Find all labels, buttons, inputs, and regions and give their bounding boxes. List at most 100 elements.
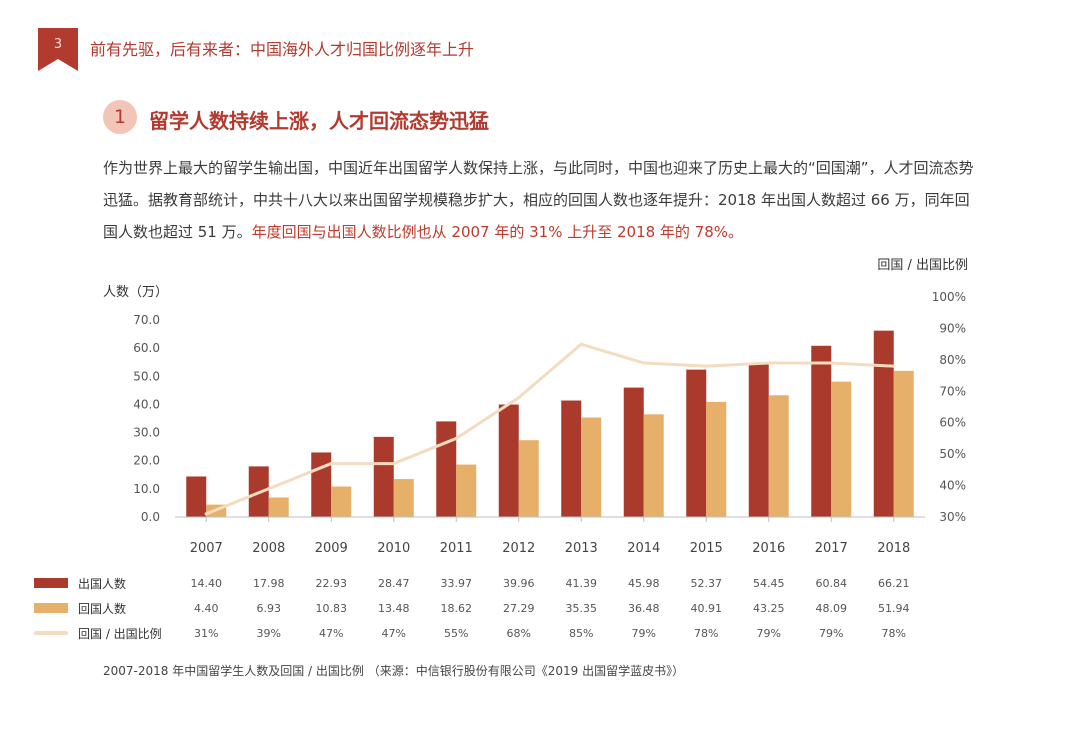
- ratio-point: [392, 461, 396, 466]
- outbound-value: 28.47: [378, 576, 410, 590]
- legend-outbound: 出国人数 14.40 17.98 22.93 28.47 33.97 39.96 41.39…: [34, 573, 910, 593]
- ratio-value: 68%: [506, 626, 531, 640]
- y-tick-label: 0.0: [141, 510, 160, 524]
- ratio-point: [517, 395, 521, 400]
- ratio-value: 47%: [381, 626, 406, 640]
- bar-outbound: [498, 404, 519, 517]
- returnee-value: 6.93: [256, 601, 282, 615]
- x-tick-label: 2011: [440, 541, 473, 556]
- returnee-value: 27.29: [503, 601, 535, 615]
- outbound-value: 54.45: [753, 576, 785, 590]
- bar-outbound: [561, 400, 582, 517]
- outbound-value: 66.21: [878, 576, 910, 590]
- legend-returnee: 回国人数 4.40 6.93 10.83 13.48 18.62 27.29 35.35 36…: [34, 598, 910, 618]
- y2-tick-label: 100%: [932, 290, 966, 304]
- bar-outbound: [373, 436, 394, 517]
- ratio-value: 78%: [694, 626, 719, 640]
- bar-returnee: [643, 414, 664, 517]
- ratio-point: [579, 342, 583, 346]
- returnee-value: 36.48: [628, 601, 660, 615]
- ratio-line: [204, 342, 896, 516]
- bar-returnee: [331, 486, 352, 517]
- x-tick-label: 2013: [565, 541, 598, 556]
- legend-swatch-outbound: [34, 578, 68, 588]
- outbound-value: 17.98: [253, 576, 285, 590]
- bar-outbound: [873, 330, 894, 517]
- legend-label-ratio: 回国 / 出国比例: [78, 626, 162, 641]
- paragraph-highlight-text: 年度回国与出国人数比例也从 2007 年的 31% 上升至 2018 年的 78…: [251, 223, 744, 241]
- x-tick-label: 2015: [690, 541, 723, 556]
- y-axis-label: 人数（万）: [103, 285, 168, 300]
- outbound-value: 60.84: [815, 576, 848, 590]
- page-number: 3: [53, 37, 63, 52]
- outbound-value: 39.96: [503, 576, 535, 590]
- section-number-badge: 1: [103, 100, 137, 134]
- returnee-value: 43.25: [753, 601, 785, 615]
- x-tick-label: 2014: [627, 541, 660, 556]
- ratio-value: 78%: [881, 626, 906, 640]
- ratio-value: 85%: [569, 626, 594, 640]
- returnee-value: 48.09: [815, 601, 848, 615]
- y-tick-label: 50.0: [133, 369, 160, 383]
- ratio-value: 79%: [631, 626, 656, 640]
- x-tick-label: 2018: [877, 541, 910, 556]
- y2-axis-label: 回国 / 出国比例: [877, 258, 968, 273]
- intro-paragraph: 作为世界上最大的留学生输出国，中国近年出国留学人数保持上涨，与此同时，中国也迎来…: [103, 152, 983, 248]
- ratio-point: [767, 361, 771, 365]
- x-tick-label: 2016: [752, 541, 785, 556]
- outbound-value: 14.40: [190, 576, 223, 590]
- y2-tick-label: 40%: [939, 479, 966, 493]
- y-tick-label: 70.0: [133, 313, 160, 327]
- y-tick-label: 30.0: [133, 426, 160, 440]
- outbound-value: 22.93: [315, 576, 348, 590]
- bar-outbound: [811, 345, 832, 517]
- y2-tick-label: 90%: [939, 321, 966, 335]
- returnee-value: 40.91: [690, 601, 723, 615]
- returnee-value: 4.40: [194, 601, 219, 615]
- bar-returnee: [706, 401, 727, 517]
- legend-label-returnee: 回国人数: [78, 601, 127, 616]
- section-title: 留学人数持续上涨，人才回流态势迅猛: [149, 109, 489, 133]
- bar-returnee: [581, 417, 602, 517]
- outbound-value: 52.37: [690, 576, 723, 590]
- outbound-value: 41.39: [565, 576, 598, 590]
- ratio-point: [204, 512, 208, 516]
- ratio-point: [267, 487, 271, 491]
- ratio-value: 31%: [194, 626, 219, 640]
- bar-returnee: [831, 381, 852, 517]
- x-tick-label: 2009: [315, 541, 348, 556]
- ratio-point: [642, 361, 646, 365]
- y2-tick-label: 60%: [939, 416, 966, 430]
- ratio-value: 47%: [319, 626, 344, 640]
- legend-ratio: 回国 / 出国比例 31% 39% 47% 47% 55% 68% 85% 79% 78% 79%…: [34, 623, 906, 643]
- bar-outbound: [686, 369, 707, 517]
- x-tick-label: 2012: [502, 541, 535, 556]
- returnee-value: 13.48: [378, 601, 410, 615]
- bar-returnee: [268, 497, 289, 517]
- x-tick-label: 2010: [377, 541, 410, 556]
- bar-outbound: [748, 363, 769, 517]
- returnee-value: 18.62: [440, 601, 473, 615]
- paragraph-main-text: 作为世界上最大的留学生输出国，中国近年出国留学人数保持上涨，与此同时，中国也迎来…: [103, 159, 974, 241]
- y-tick-label: 60.0: [133, 341, 160, 355]
- y-tick-label: 10.0: [133, 482, 160, 496]
- bar-returnee: [518, 440, 539, 517]
- bar-returnee: [893, 370, 914, 517]
- returnee-value: 51.94: [878, 601, 910, 615]
- bar-returnee: [768, 395, 789, 517]
- ratio-value: 79%: [819, 626, 844, 640]
- y-tick-label: 20.0: [133, 454, 160, 468]
- bar-outbound: [436, 421, 457, 517]
- bar-outbound: [186, 476, 207, 517]
- ratio-value: 55%: [444, 626, 469, 640]
- y-tick-label: 40.0: [133, 397, 160, 411]
- ratio-value: 39%: [256, 626, 281, 640]
- bar-returnee: [456, 464, 477, 517]
- chart-caption: 2007-2018 年中国留学生人数及回国 / 出国比例 （来源：中信银行股份有…: [103, 664, 685, 678]
- returnee-value: 10.83: [315, 601, 348, 615]
- x-tick-label: 2007: [190, 541, 223, 556]
- bar-returnee: [393, 479, 414, 517]
- header-title: 前有先驱，后有来者：中国海外人才归国比例逐年上升: [90, 40, 475, 59]
- ratio-point: [704, 364, 708, 368]
